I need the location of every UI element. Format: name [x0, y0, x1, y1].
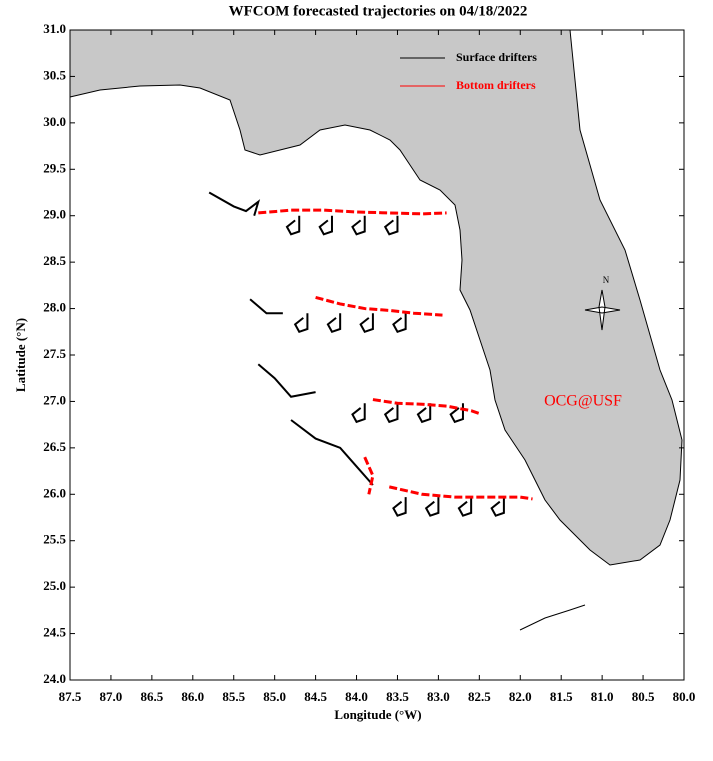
trajectory: [363, 456, 375, 495]
legend-label: Surface drifters: [456, 50, 537, 64]
trajectory: [293, 313, 309, 334]
y-tick-label: 28.5: [43, 253, 66, 268]
y-tick-label: 25.5: [43, 532, 66, 547]
x-tick-label: 83.0: [427, 689, 450, 704]
trajectory: [383, 215, 399, 236]
y-tick-label: 27.5: [43, 346, 66, 361]
land: [69, 29, 683, 566]
trajectory: [315, 295, 443, 317]
trajectory: [326, 313, 342, 334]
y-tick-label: 26.5: [43, 439, 66, 454]
y-tick-label: 28.0: [43, 300, 66, 315]
annotation: OCG@USF: [544, 393, 622, 410]
x-tick-label: 84.5: [304, 689, 327, 704]
y-tick-label: 25.0: [43, 578, 66, 593]
chart-title: WFCOM forecasted trajectories on 04/18/2…: [229, 3, 528, 19]
trajectory: [249, 298, 283, 315]
trajectory: [285, 215, 301, 236]
y-tick-label: 30.5: [43, 67, 66, 82]
x-axis-label: Longitude (°W): [334, 707, 421, 722]
trajectory: [392, 313, 407, 334]
trajectory: [359, 313, 374, 334]
y-tick-label: 24.5: [43, 625, 66, 640]
x-tick-label: 80.5: [632, 689, 655, 704]
compass: [584, 289, 621, 331]
trajectory: [372, 398, 480, 415]
x-tick-label: 84.0: [345, 689, 368, 704]
x-tick-label: 87.0: [100, 689, 123, 704]
trajectory: [208, 191, 261, 216]
x-tick-label: 82.5: [468, 689, 491, 704]
x-tick-label: 86.5: [140, 689, 163, 704]
trajectory: [257, 363, 316, 398]
x-tick-label: 86.0: [181, 689, 204, 704]
y-axis-label: Latitude (°N): [13, 318, 28, 392]
legend-label: Bottom drifters: [456, 78, 536, 92]
y-tick-label: 24.0: [43, 671, 66, 686]
trajectory: [416, 403, 432, 424]
y-tick-label: 29.5: [43, 160, 66, 175]
x-tick-label: 87.5: [59, 689, 82, 704]
trajectory: [392, 497, 407, 517]
y-tick-label: 30.0: [43, 114, 66, 129]
keys: [519, 604, 586, 631]
trajectory: [351, 215, 366, 236]
x-tick-label: 81.0: [591, 689, 614, 704]
x-tick-label: 85.5: [222, 689, 245, 704]
x-tick-label: 80.0: [673, 689, 696, 704]
y-tick-label: 27.0: [43, 392, 66, 407]
trajectory: [351, 403, 366, 424]
trajectory: [318, 215, 333, 236]
y-tick-label: 29.0: [43, 207, 66, 222]
trajectory: [290, 419, 374, 486]
trajectory: [490, 497, 505, 517]
y-tick-label: 31.0: [43, 21, 66, 36]
trajectory: [383, 403, 399, 424]
trajectory: [449, 403, 464, 424]
x-tick-label: 85.0: [263, 689, 286, 704]
trajectory: [258, 208, 447, 216]
trajectory: [457, 497, 473, 517]
compass-label: N: [603, 275, 610, 285]
y-tick-label: 26.0: [43, 485, 66, 500]
x-tick-label: 82.0: [509, 689, 532, 704]
x-tick-label: 81.5: [550, 689, 573, 704]
x-tick-label: 83.5: [386, 689, 409, 704]
trajectory: [388, 485, 533, 501]
trajectory: [424, 497, 440, 517]
